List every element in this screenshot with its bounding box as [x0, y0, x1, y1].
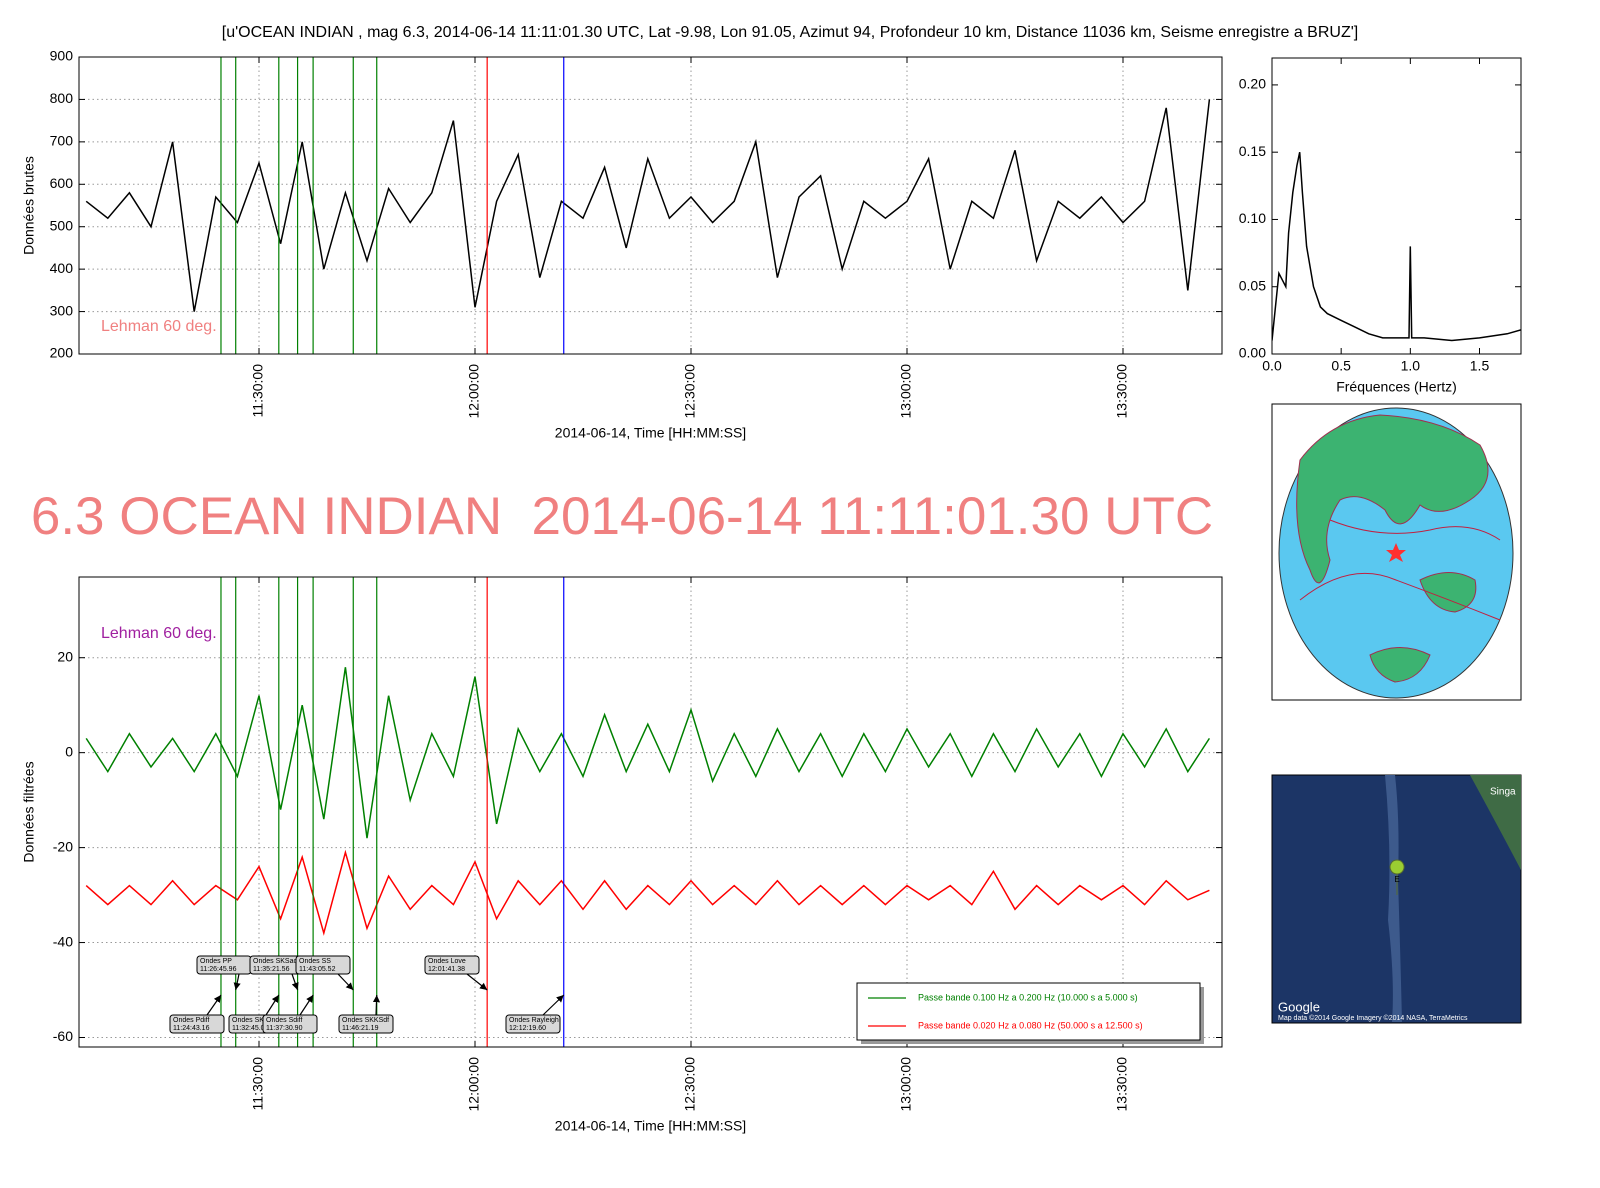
- map-attribution: Map data ©2014 Google Imagery ©2014 NASA…: [1278, 1014, 1468, 1022]
- phase-box: [505, 1014, 561, 1034]
- legend-box: [856, 982, 1201, 1041]
- map-logo: Google: [1278, 999, 1320, 1014]
- y-tick-label: 600: [50, 175, 74, 191]
- phase-box: [338, 1014, 394, 1034]
- phase-arrow: [337, 973, 354, 991]
- phase-time: 12:01:41.38: [428, 966, 465, 973]
- phase-arrow: [466, 973, 488, 991]
- phase-name: Ondes SS: [299, 958, 331, 965]
- phase-name: Ondes Rayleigh: [509, 1017, 559, 1024]
- y-tick-label: 200: [50, 345, 74, 361]
- x-axis-label: 2014-06-14, Time [HH:MM:SS]: [555, 425, 746, 441]
- x-tick-label: 13:30:00: [1114, 364, 1130, 419]
- annotation: Lehman 60 deg.: [101, 625, 217, 642]
- y-tick-label: 400: [50, 260, 74, 276]
- x-tick-label: 13:00:00: [898, 364, 914, 419]
- y-tick-label: 0.00: [1239, 345, 1266, 361]
- x-tick-label: 13:30:00: [1114, 1057, 1130, 1112]
- y-tick-label: 300: [50, 302, 74, 318]
- axes-frame: [78, 576, 1223, 1048]
- x-tick-label: 1.5: [1470, 358, 1490, 374]
- y-tick-label: 700: [50, 133, 74, 149]
- axes-frame: [78, 56, 1223, 355]
- phase-arrow: [206, 994, 222, 1016]
- phase-arrow: [291, 973, 299, 991]
- x-tick-label: 0.5: [1331, 358, 1351, 374]
- phase-time: 11:46:21.19: [342, 1025, 379, 1032]
- axes-frame: [1271, 57, 1522, 355]
- phase-arrow: [372, 994, 381, 1016]
- x-tick-label: 12:00:00: [466, 364, 482, 419]
- x-tick-label: 12:30:00: [682, 1057, 698, 1112]
- x-tick-label: 11:30:00: [250, 364, 266, 418]
- x-tick-label: 1.0: [1401, 358, 1421, 374]
- trace: [85, 849, 1210, 936]
- trace: [1272, 152, 1521, 342]
- y-tick-label: 0.05: [1239, 277, 1266, 293]
- phase-time: 11:43:05.52: [299, 966, 336, 973]
- place-label: Singa: [1490, 787, 1516, 798]
- x-tick-label: 12:30:00: [682, 364, 698, 419]
- phase-arrow: [299, 994, 314, 1016]
- legend-label: Passe bande 0.100 Hz a 0.200 Hz (10.000 …: [918, 992, 1138, 1002]
- x-axis-label: Fréquences (Hertz): [1336, 379, 1457, 395]
- phase-name: Ondes SKSac: [253, 958, 297, 965]
- legend-label: Passe bande 0.020 Hz a 0.080 Hz (50.000 …: [918, 1020, 1143, 1030]
- chart-title: [u'OCEAN INDIAN , mag 6.3, 2014-06-14 11…: [222, 24, 1358, 41]
- x-tick-label: 0.0: [1262, 358, 1282, 374]
- y-tick-label: 800: [50, 90, 74, 106]
- x-tick-label: 12:00:00: [466, 1057, 482, 1112]
- y-axis-label: Données brutes: [21, 156, 37, 255]
- y-tick-label: 0.20: [1239, 76, 1266, 92]
- phase-time: 11:26:45.96: [200, 966, 237, 973]
- phase-name: Ondes Pdiff: [173, 1017, 210, 1024]
- y-tick-label: 0.10: [1239, 210, 1266, 226]
- phase-time: 12:12:19.60: [509, 1025, 546, 1032]
- trace: [85, 667, 1211, 839]
- phase-time: 11:24:43.16: [173, 1025, 210, 1032]
- y-tick-label: 500: [50, 217, 74, 233]
- phase-arrow: [542, 994, 565, 1016]
- annotation: Lehman 60 deg.: [101, 318, 217, 335]
- big-title: 6.3 OCEAN INDIAN 2014-06-14 11:11:01.30 …: [31, 487, 1213, 546]
- x-tick-label: 13:00:00: [898, 1057, 914, 1112]
- y-tick-label: 0.15: [1239, 143, 1266, 159]
- trace: [85, 99, 1211, 312]
- satellite-map: E Singa Google Map data ©2014 Google Ima…: [1271, 774, 1522, 1024]
- y-axis-label: Données filtrées: [21, 761, 37, 862]
- marker-label: E: [1394, 875, 1399, 884]
- phase-arrow: [265, 994, 280, 1016]
- phase-name: Ondes Sdiff: [266, 1017, 303, 1024]
- y-tick-label: 20: [57, 648, 73, 664]
- globe-map: [1271, 403, 1522, 701]
- phase-name: Ondes PP: [200, 958, 232, 965]
- y-tick-label: -40: [53, 933, 73, 949]
- phase-name: Ondes SKKSdf: [342, 1017, 389, 1024]
- phase-box: [424, 955, 480, 975]
- phase-arrow: [233, 973, 241, 991]
- y-tick-label: -20: [53, 838, 73, 854]
- y-tick-label: 900: [50, 48, 74, 64]
- phase-time: 11:32:45.07: [232, 1025, 269, 1032]
- y-tick-label: 0: [65, 743, 73, 759]
- phase-name: Ondes Love: [428, 958, 466, 965]
- phase-name: Ondes SKIKP: [232, 1017, 276, 1024]
- phase-time: 11:35:21.56: [253, 966, 290, 973]
- phase-time: 11:37:30.90: [266, 1025, 303, 1032]
- x-axis-label: 2014-06-14, Time [HH:MM:SS]: [555, 1118, 746, 1134]
- x-tick-label: 11:30:00: [250, 1057, 266, 1111]
- phase-box: [295, 955, 351, 975]
- phase-box: [169, 1014, 225, 1034]
- map-marker: [1389, 859, 1405, 896]
- phase-box: [262, 1014, 318, 1034]
- y-tick-label: -60: [53, 1028, 73, 1044]
